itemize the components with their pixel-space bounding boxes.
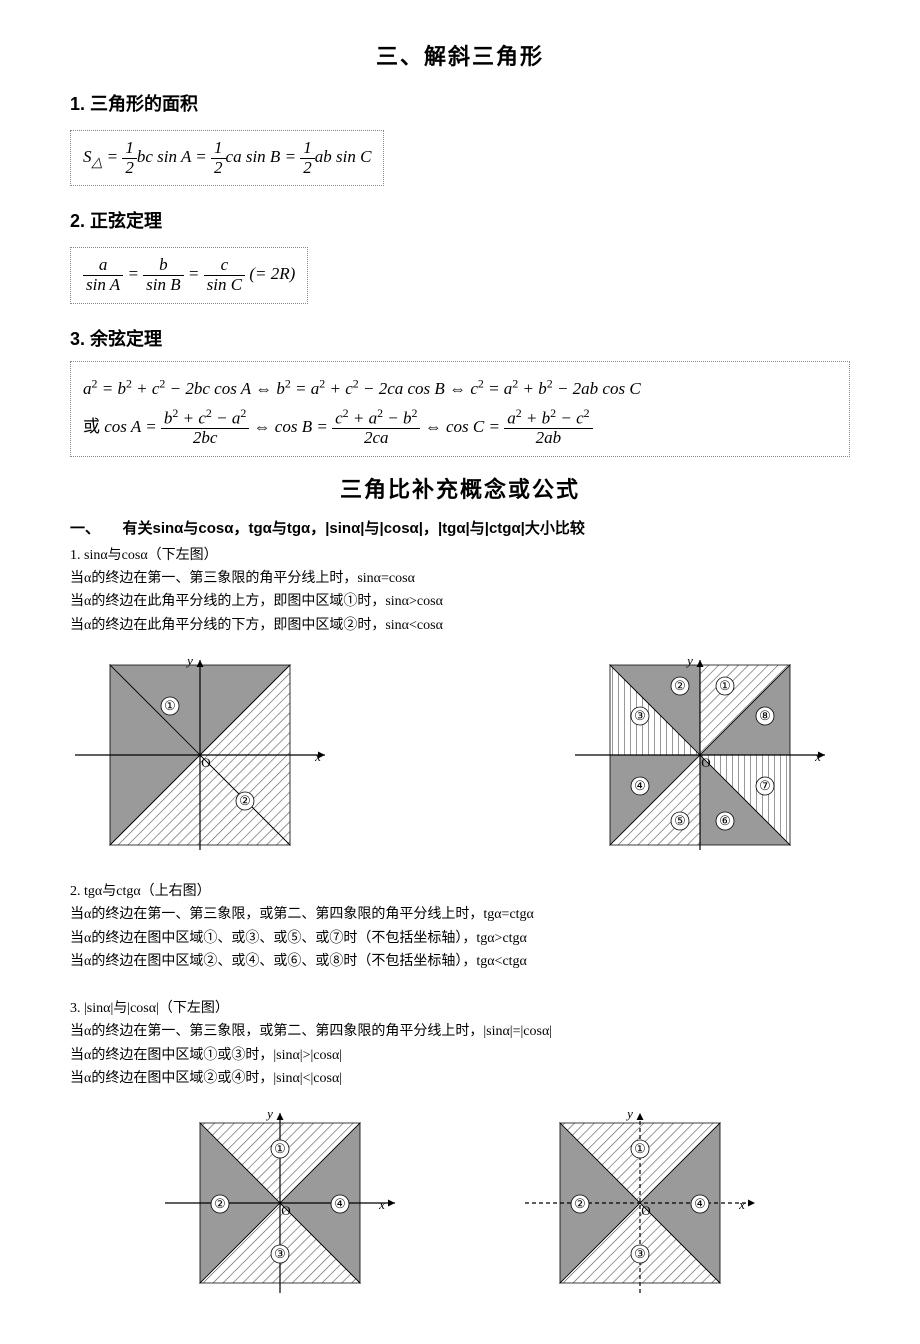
part1-line-1: 当α的终边在此角平分线的上方，即图中区域①时，sinα>cosα — [70, 591, 850, 613]
part2-line-0: 当α的终边在第一、第三象限，或第二、第四象限的角平分线上时，tgα=ctgα — [70, 904, 850, 926]
svg-text:⑧: ⑧ — [759, 708, 771, 723]
svg-text:①: ① — [164, 698, 176, 713]
svg-text:⑥: ⑥ — [719, 813, 731, 828]
section-1: 1. 三角形的面积 S△ = 12bc sin A = 12ca sin B =… — [70, 91, 850, 198]
svg-text:③: ③ — [274, 1246, 286, 1261]
svg-text:O: O — [281, 1203, 290, 1218]
part3-line-1: 当α的终边在图中区域①或③时，|sinα|>|cosα| — [70, 1045, 850, 1067]
svg-text:x: x — [738, 1197, 745, 1212]
svg-text:O: O — [701, 755, 710, 770]
svg-text:⑤: ⑤ — [674, 813, 686, 828]
svg-text:④: ④ — [694, 1196, 706, 1211]
part3-line-2: 当α的终边在图中区域②或④时，|sinα|<|cosα| — [70, 1068, 850, 1090]
part1-title: 1. sinα与cosα（下左图） — [70, 545, 850, 567]
svg-text:x: x — [814, 749, 821, 764]
svg-text:x: x — [314, 749, 321, 764]
svg-text:③: ③ — [634, 1246, 646, 1261]
svg-text:O: O — [201, 755, 210, 770]
svg-text:x: x — [378, 1197, 385, 1212]
section-2-formula: asin A = bsin B = csin C (= 2R) — [83, 264, 295, 283]
figure-3: ① ② ③ ④ Ox y — [150, 1108, 410, 1306]
svg-text:y: y — [685, 655, 693, 668]
part2-title: 2. tgα与ctgα（上右图） — [70, 881, 850, 903]
figure-row-1: ① ② Ox y ① ② ③ ④ ⑤ ⑥ ⑦ ⑧ Ox y — [70, 655, 850, 863]
svg-text:②: ② — [674, 678, 686, 693]
part3-line-0: 当α的终边在第一、第三象限，或第二、第四象限的角平分线上时，|sinα|=|co… — [70, 1021, 850, 1043]
chapter-title: 三、解斜三角形 — [70, 40, 850, 73]
supplement-title: 三角比补充概念或公式 — [70, 473, 850, 506]
section-2-heading: 2. 正弦定理 — [70, 208, 850, 235]
svg-text:O: O — [641, 1203, 650, 1218]
section-1-formula-box: S△ = 12bc sin A = 12ca sin B = 12ab sin … — [70, 130, 384, 186]
svg-text:④: ④ — [634, 778, 646, 793]
svg-text:③: ③ — [634, 708, 646, 723]
svg-text:④: ④ — [334, 1196, 346, 1211]
topic-a-heading: 一、 有关sinα与cosα，tgα与tgα，|sinα|与|cosα|，|tg… — [70, 518, 850, 541]
section-1-formula: S△ = 12bc sin A = 12ca sin B = 12ab sin … — [83, 147, 371, 166]
section-3-formula-box: a2 = b2 + c2 − 2bc cos A ⇔ b2 = a2 + c2 … — [70, 361, 850, 457]
figure-2: ① ② ③ ④ ⑤ ⑥ ⑦ ⑧ Ox y — [570, 655, 850, 863]
svg-text:y: y — [625, 1108, 633, 1121]
svg-text:①: ① — [719, 678, 731, 693]
section-1-heading: 1. 三角形的面积 — [70, 91, 850, 118]
section-3-formula: a2 = b2 + c2 − 2bc cos A ⇔ b2 = a2 + c2 … — [83, 379, 641, 436]
section-2-formula-box: asin A = bsin B = csin C (= 2R) — [70, 247, 308, 303]
svg-text:⑦: ⑦ — [759, 778, 771, 793]
section-3: 3. 余弦定理 a2 = b2 + c2 − 2bc cos A ⇔ b2 = … — [70, 326, 850, 457]
part3-title: 3. |sinα|与|cosα|（下左图） — [70, 998, 850, 1020]
svg-text:y: y — [265, 1108, 273, 1121]
svg-text:②: ② — [574, 1196, 586, 1211]
section-3-heading: 3. 余弦定理 — [70, 326, 850, 353]
svg-text:①: ① — [274, 1141, 286, 1156]
svg-text:y: y — [185, 655, 193, 668]
svg-text:②: ② — [239, 793, 251, 808]
figure-row-2: ① ② ③ ④ Ox y ① ② ③ ④ Ox y — [70, 1108, 850, 1306]
part2-line-2: 当α的终边在图中区域②、或④、或⑥、或⑧时（不包括坐标轴），tgα<ctgα — [70, 951, 850, 973]
part1-line-2: 当α的终边在此角平分线的下方，即图中区域②时，sinα<cosα — [70, 615, 850, 637]
part2-line-1: 当α的终边在图中区域①、或③、或⑤、或⑦时（不包括坐标轴），tgα>ctgα — [70, 928, 850, 950]
figure-1: ① ② Ox y — [70, 655, 350, 863]
section-2: 2. 正弦定理 asin A = bsin B = csin C (= 2R) — [70, 208, 850, 315]
figure-4: ① ② ③ ④ Ox y — [510, 1108, 770, 1306]
svg-text:①: ① — [634, 1141, 646, 1156]
svg-text:②: ② — [214, 1196, 226, 1211]
part1-line-0: 当α的终边在第一、第三象限的角平分线上时，sinα=cosα — [70, 568, 850, 590]
